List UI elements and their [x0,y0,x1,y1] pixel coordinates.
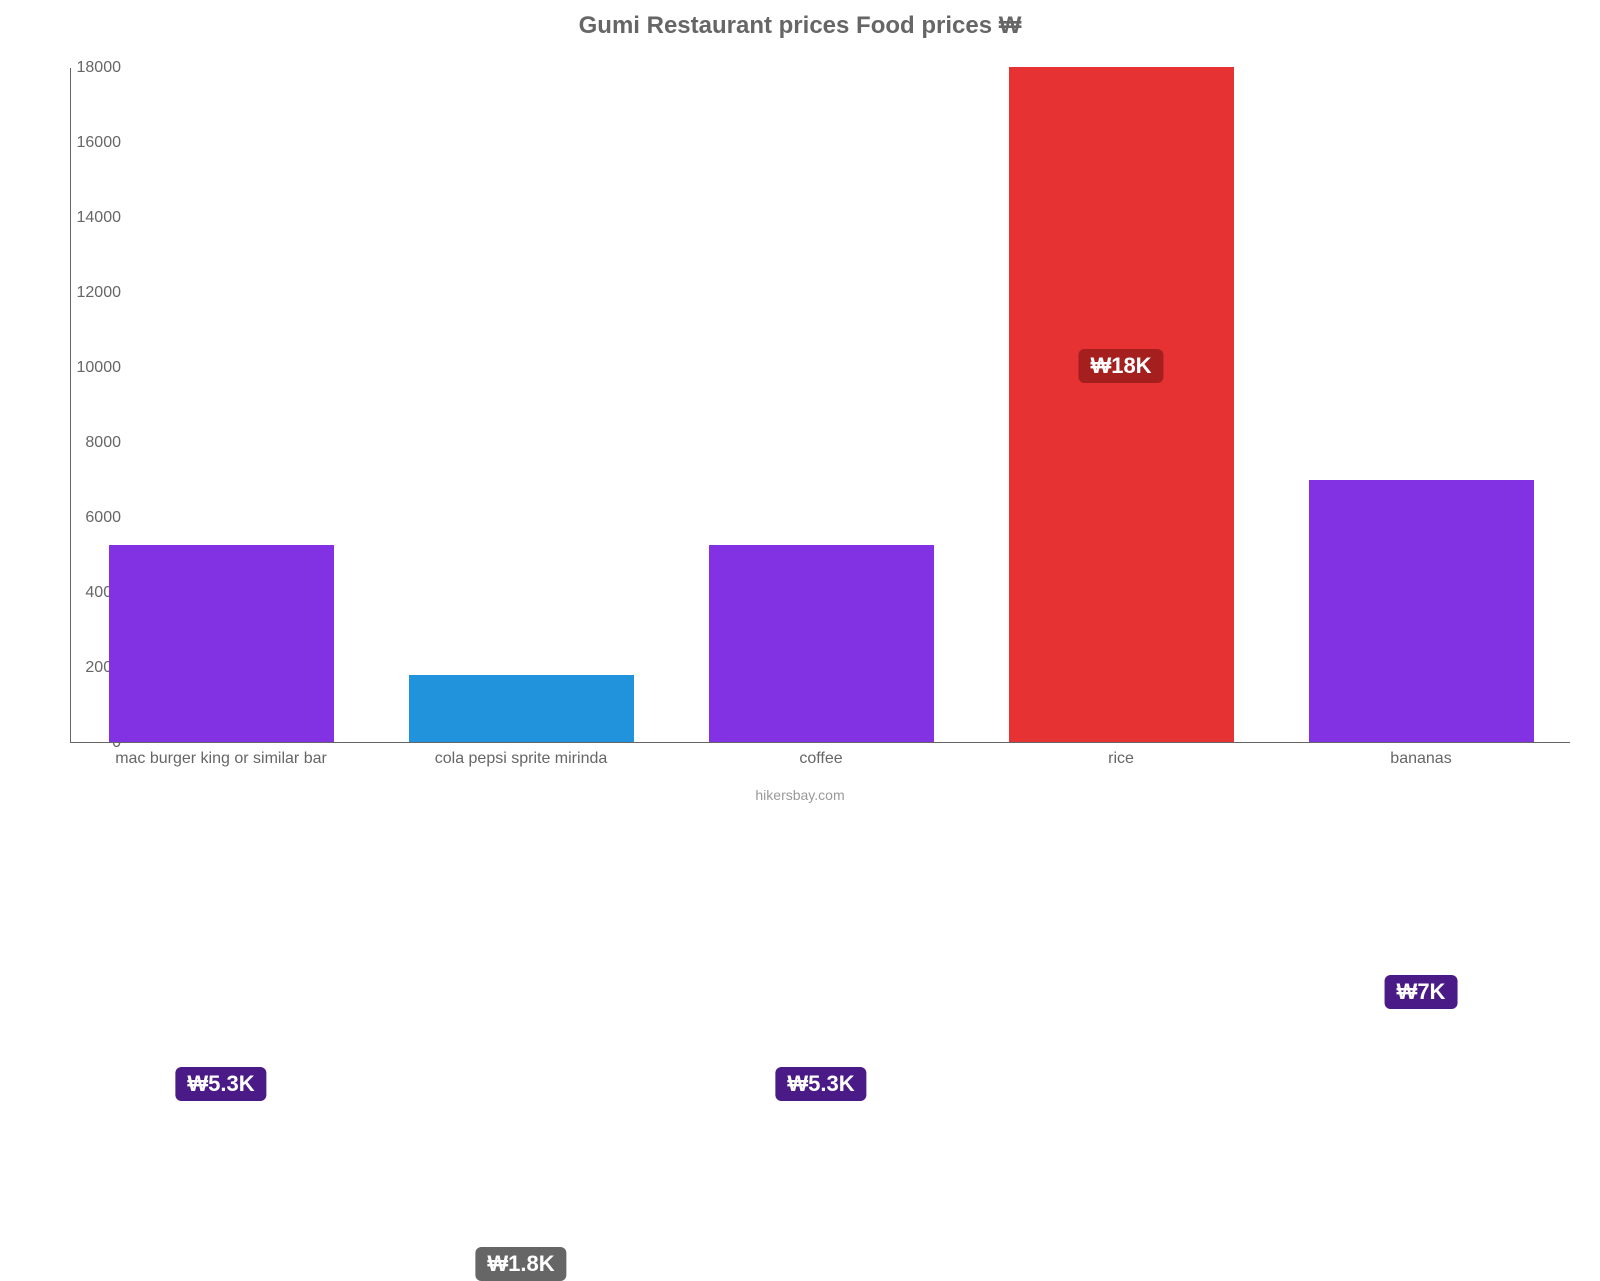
y-tick: 8000 [61,452,121,470]
y-tick: 0 [61,752,121,770]
y-tick-label: 10000 [61,359,121,377]
y-tick: 14000 [61,227,121,245]
y-tick-label: 6000 [61,509,121,527]
y-tick: 12000 [61,302,121,320]
bar: ₩5.3K [709,545,934,742]
y-tick-label: 18000 [61,59,121,77]
bar: ₩18K [1009,67,1234,742]
bar: ₩1.8K [409,675,634,743]
y-tick: 10000 [61,377,121,395]
y-tick-label: 12000 [61,284,121,302]
x-tick-label: bananas [1390,750,1451,768]
x-tick-label: mac burger king or similar bar [115,750,327,768]
bar-value-label: ₩7K [1385,975,1458,1009]
y-tick: 16000 [61,152,121,170]
bar-value-label: ₩5.3K [775,1067,866,1101]
bar-value-label: ₩18K [1078,349,1163,383]
y-tick: 6000 [61,527,121,545]
x-tick-label: rice [1108,750,1134,768]
x-tick-label: coffee [799,750,842,768]
bar-value-label: ₩5.3K [175,1067,266,1101]
chart-title: Gumi Restaurant prices Food prices ₩ [0,0,1600,40]
chart-plot-wrap: 0200040006000800010000120001400016000180… [0,40,1600,783]
bar: ₩5.3K [109,545,334,742]
y-tick-label: 8000 [61,434,121,452]
chart-attribution: hikersbay.com [0,787,1600,803]
y-tick-label: 16000 [61,134,121,152]
bar-value-label: ₩1.8K [475,1247,566,1281]
x-tick-label: cola pepsi sprite mirinda [435,750,608,768]
y-tick: 18000 [61,77,121,95]
chart-plot-area: 0200040006000800010000120001400016000180… [70,68,1570,743]
y-tick-label: 14000 [61,209,121,227]
bar: ₩7K [1309,480,1534,743]
